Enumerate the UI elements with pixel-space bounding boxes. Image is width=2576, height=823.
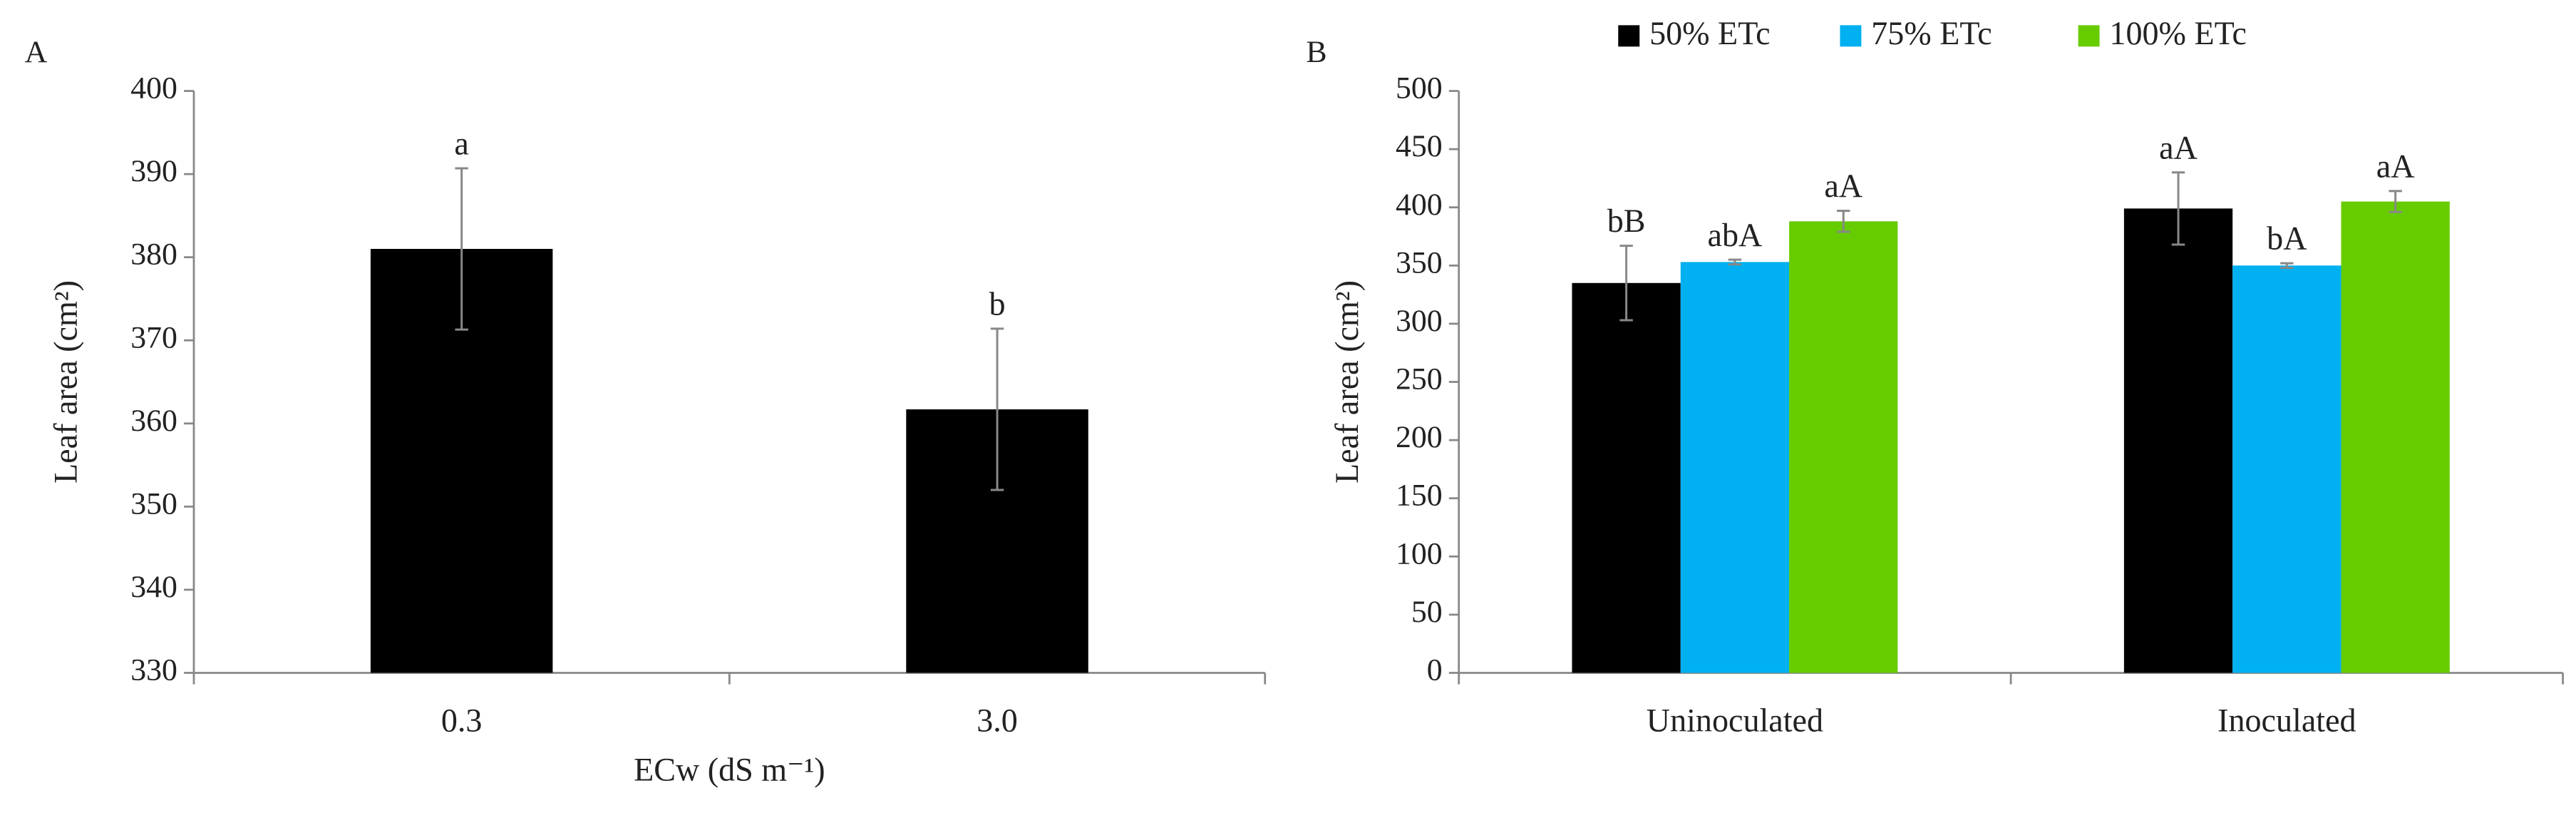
legend-label: 100% ETc xyxy=(2109,15,2247,51)
y-tick-label: 300 xyxy=(1396,304,1443,338)
error-bar xyxy=(1619,245,1633,322)
y-tick-label: 400 xyxy=(130,71,177,106)
bar xyxy=(2341,201,2450,673)
annotation: b xyxy=(989,286,1006,322)
y-tick-label: 0 xyxy=(1427,653,1443,687)
bar xyxy=(1572,282,1681,673)
annotation: abA xyxy=(1708,217,1763,253)
x-tick-label: Uninoculated xyxy=(1647,702,1823,738)
y-tick-label: 100 xyxy=(1396,536,1443,571)
annotation: aA xyxy=(2159,129,2198,165)
bar xyxy=(1680,262,1790,673)
error-bar xyxy=(455,167,468,331)
error-bar xyxy=(2389,190,2402,213)
error-bar xyxy=(1837,210,1850,233)
y-axis-label: Leaf area (cm²) xyxy=(1329,280,1365,484)
error-bar xyxy=(1728,258,1742,266)
y-tick-label: 390 xyxy=(130,154,177,188)
legend-swatch xyxy=(1618,25,1640,47)
annotation: bB xyxy=(1607,203,1646,239)
y-tick-label: 350 xyxy=(1396,245,1443,280)
y-tick-label: 150 xyxy=(1396,479,1443,513)
y-axis-label: Leaf area (cm²) xyxy=(47,280,83,484)
y-tick-label: 340 xyxy=(130,570,177,604)
panel-label: A xyxy=(25,35,48,69)
y-tick-label: 400 xyxy=(1396,188,1443,222)
bar xyxy=(2232,265,2341,673)
legend-swatch xyxy=(1840,25,1862,47)
x-axis-label: ECw (dS m⁻¹) xyxy=(634,752,825,788)
annotation: aA xyxy=(1824,168,1863,204)
x-tick-label: Inoculated xyxy=(2217,702,2356,738)
annotation: aA xyxy=(2376,148,2415,185)
bar xyxy=(2123,208,2233,673)
error-bar xyxy=(2171,171,2185,246)
annotation: bA xyxy=(2267,220,2307,257)
bar xyxy=(1789,221,1898,673)
x-tick-label: 3.0 xyxy=(977,702,1018,738)
x-tick-label: 0.3 xyxy=(441,702,483,738)
panel-label: B xyxy=(1306,35,1326,69)
y-tick-label: 50 xyxy=(1411,595,1443,629)
y-tick-label: 360 xyxy=(130,404,177,438)
y-tick-label: 370 xyxy=(130,320,177,354)
y-tick-label: 500 xyxy=(1396,71,1443,106)
y-tick-label: 200 xyxy=(1396,420,1443,454)
y-tick-label: 450 xyxy=(1396,129,1443,163)
legend-label: 50% ETc xyxy=(1649,15,1771,51)
y-tick-label: 250 xyxy=(1396,362,1443,397)
legend-label: 75% ETc xyxy=(1871,15,1992,51)
annotation: a xyxy=(454,126,468,162)
error-bar xyxy=(2280,262,2294,270)
y-tick-label: 380 xyxy=(130,237,177,272)
y-tick-label: 330 xyxy=(130,653,177,687)
y-tick-label: 350 xyxy=(130,486,177,521)
legend-swatch xyxy=(2078,25,2100,47)
error-bar xyxy=(990,327,1004,491)
